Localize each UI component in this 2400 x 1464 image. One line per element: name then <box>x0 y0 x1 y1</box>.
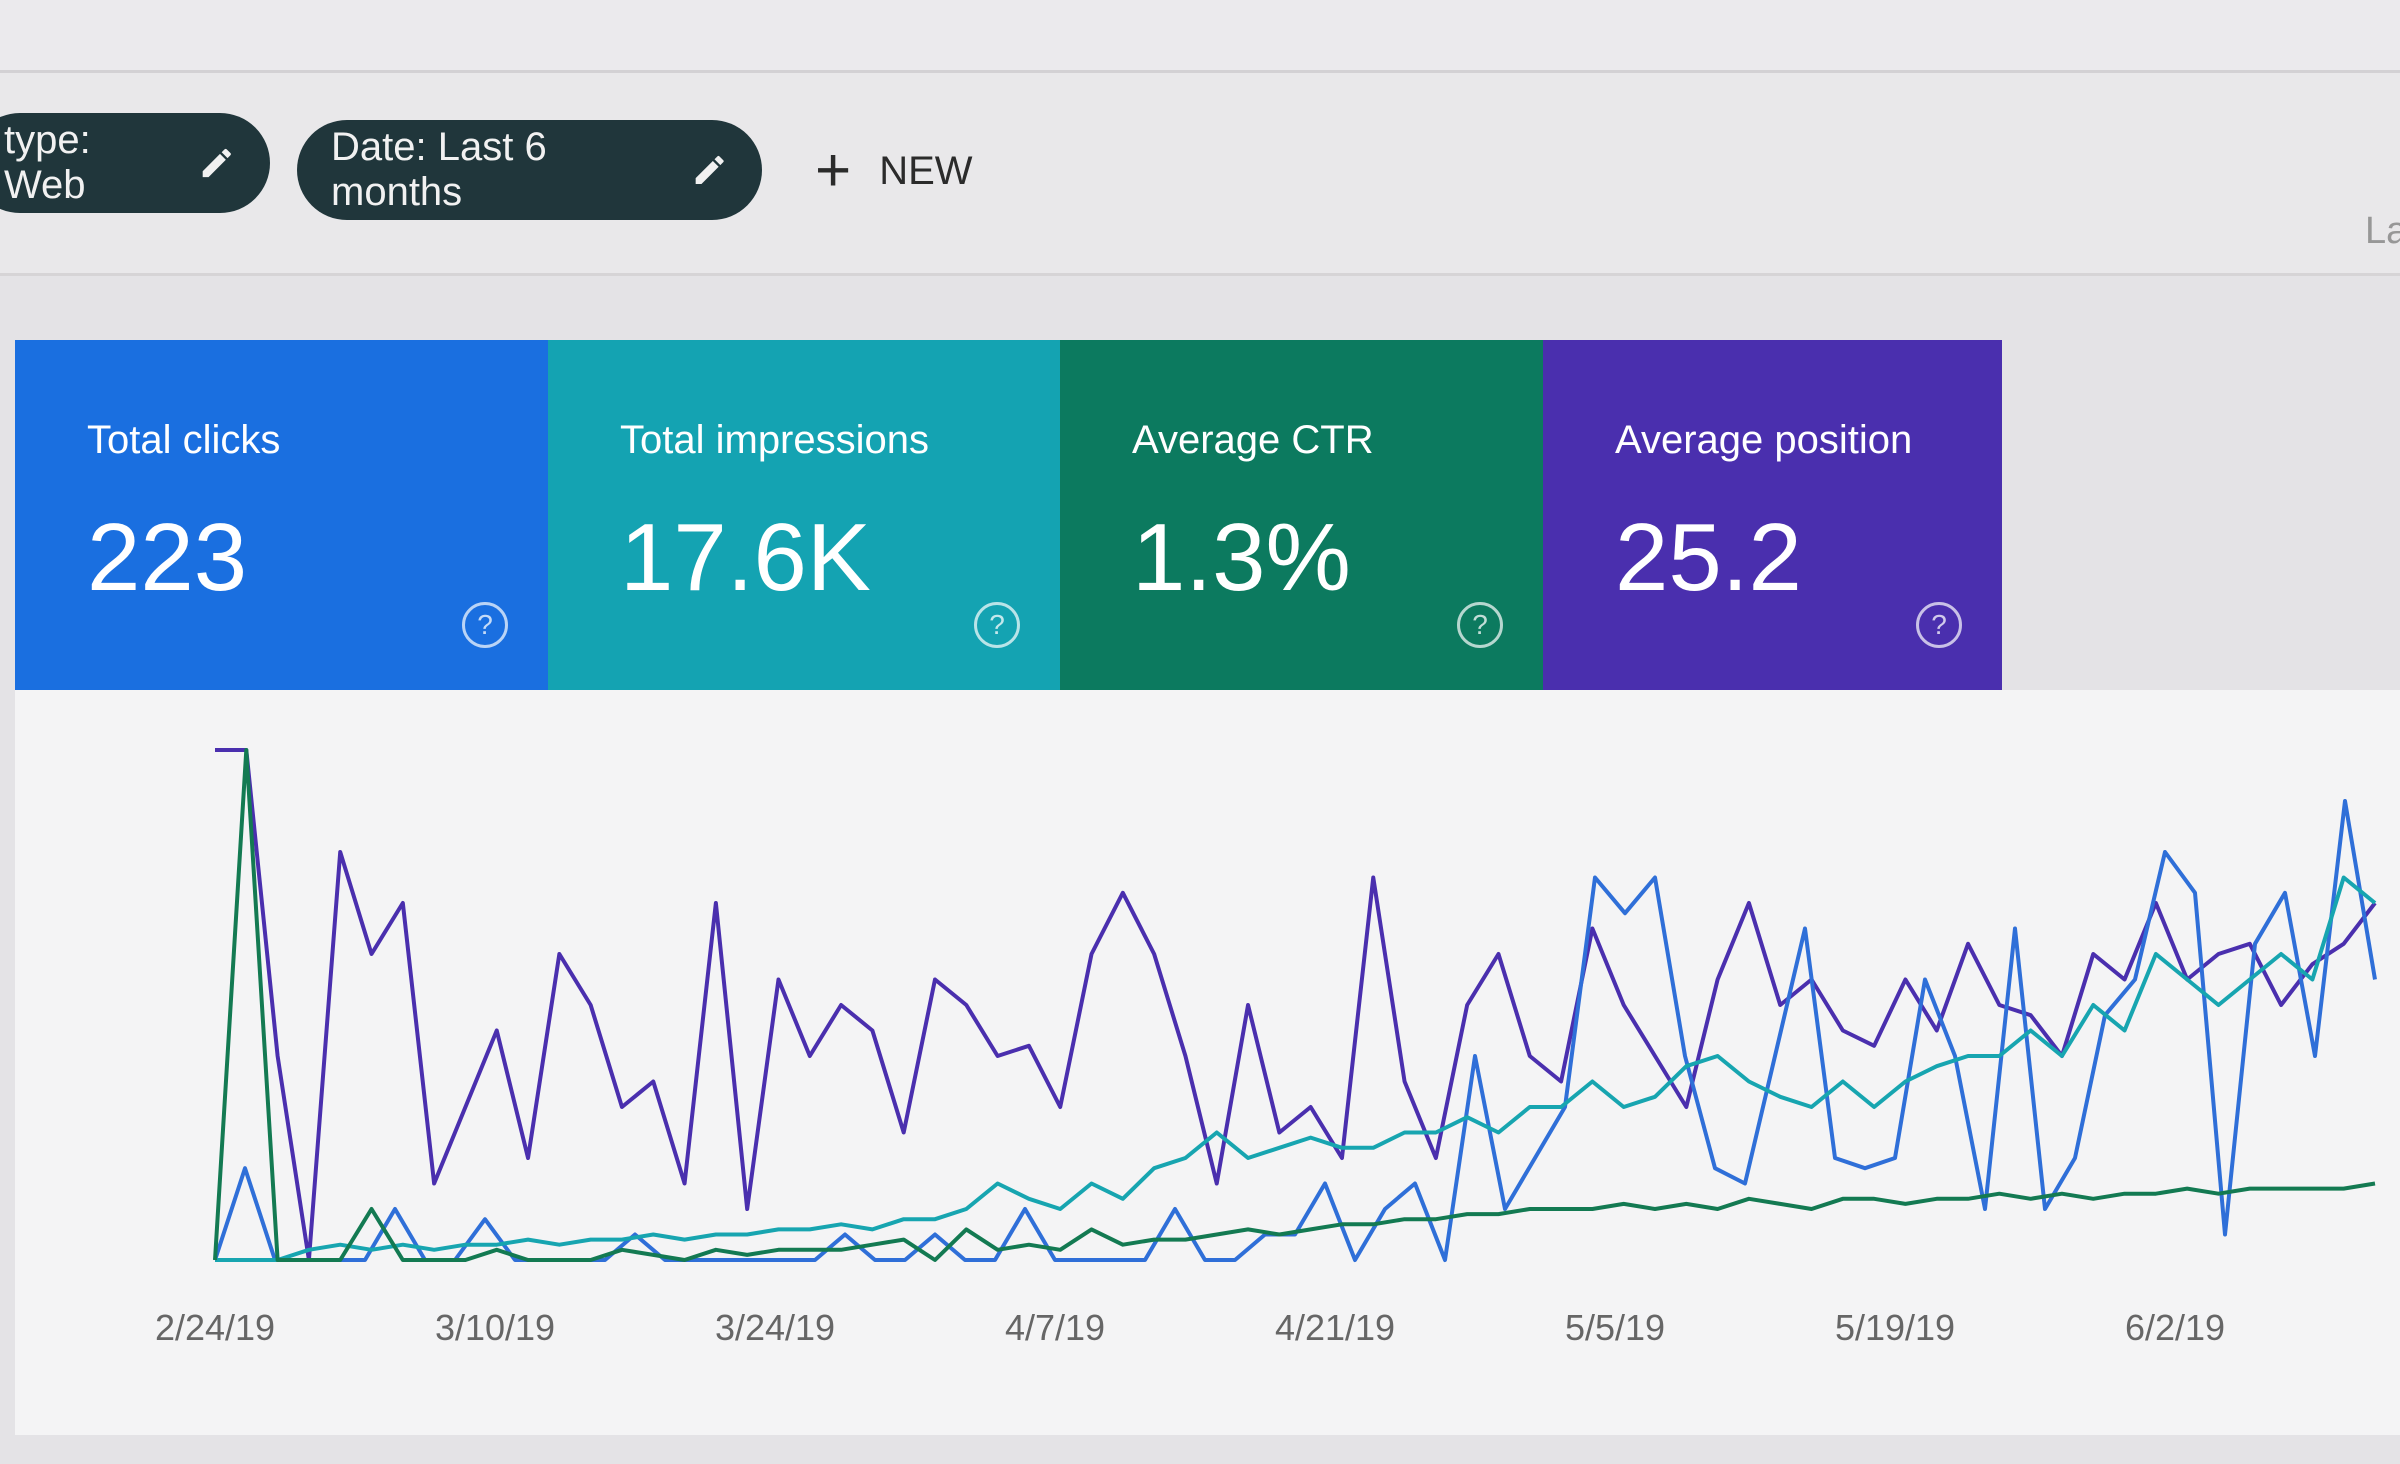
series-line-1 <box>213 799 2377 1262</box>
pencil-icon <box>695 156 724 184</box>
card-value: 1.3% <box>1132 504 1351 611</box>
card-value: 25.2 <box>1615 504 1802 611</box>
series-line-3 <box>213 748 2376 1262</box>
card-label: Total impressions <box>620 418 930 462</box>
card-label: Total clicks <box>87 418 281 462</box>
x-tick-label: 3/10/19 <box>435 1307 555 1348</box>
plus-icon: + <box>815 136 852 205</box>
x-tick-label: 3/24/19 <box>715 1307 835 1348</box>
filter-chip-label: Date: Last 6 months <box>331 125 547 214</box>
line-chart: 2/24/19 3/10/19 3/24/19 4/7/19 4/21/19 5/5/19… <box>155 748 2377 1348</box>
card-label: Average CTR <box>1132 418 1374 462</box>
card-average-position[interactable]: Average position 25.2 ? <box>1543 340 2002 690</box>
new-filter-button[interactable]: + NEW <box>815 140 973 202</box>
metric-cards: Total clicks 223 ? Total impressions 17.… <box>15 340 2002 690</box>
x-tick-label: 6/2/19 <box>2125 1307 2225 1348</box>
series-line-0 <box>215 748 2377 1262</box>
new-button-label: NEW <box>879 148 973 193</box>
x-tick-label: 2/24/19 <box>155 1307 275 1348</box>
card-value: 223 <box>87 504 248 611</box>
x-tick-label: 5/19/19 <box>1835 1307 1955 1348</box>
series-line-2 <box>215 875 2377 1262</box>
cut-off-text: La <box>2365 210 2400 252</box>
card-label: Average position <box>1615 418 1913 462</box>
card-total-impressions[interactable]: Total impressions 17.6K ? <box>548 340 1060 690</box>
filter-chip-date[interactable]: Date: Last 6 months <box>297 120 762 220</box>
help-icon[interactable]: ? <box>974 602 1020 648</box>
filter-chip-label: type: Web <box>4 118 91 207</box>
performance-chart: 2/24/19 3/10/19 3/24/19 4/7/19 4/21/19 5/5/19… <box>15 690 2400 1435</box>
help-icon[interactable]: ? <box>462 602 508 648</box>
card-value: 17.6K <box>620 504 871 611</box>
card-total-clicks[interactable]: Total clicks 223 ? <box>15 340 548 690</box>
help-icon[interactable]: ? <box>1916 602 1962 648</box>
filter-chip-search-type[interactable]: type: Web <box>0 113 270 213</box>
x-tick-label: 5/5/19 <box>1565 1307 1665 1348</box>
x-tick-label: 4/7/19 <box>1005 1307 1105 1348</box>
help-icon[interactable]: ? <box>1457 602 1503 648</box>
pencil-icon <box>203 148 232 178</box>
window-top-bar <box>0 0 2400 73</box>
card-average-ctr[interactable]: Average CTR 1.3% ? <box>1060 340 1543 690</box>
x-tick-label: 4/21/19 <box>1275 1307 1395 1348</box>
filter-toolbar: type: Web Date: Last 6 months <box>0 73 2400 276</box>
